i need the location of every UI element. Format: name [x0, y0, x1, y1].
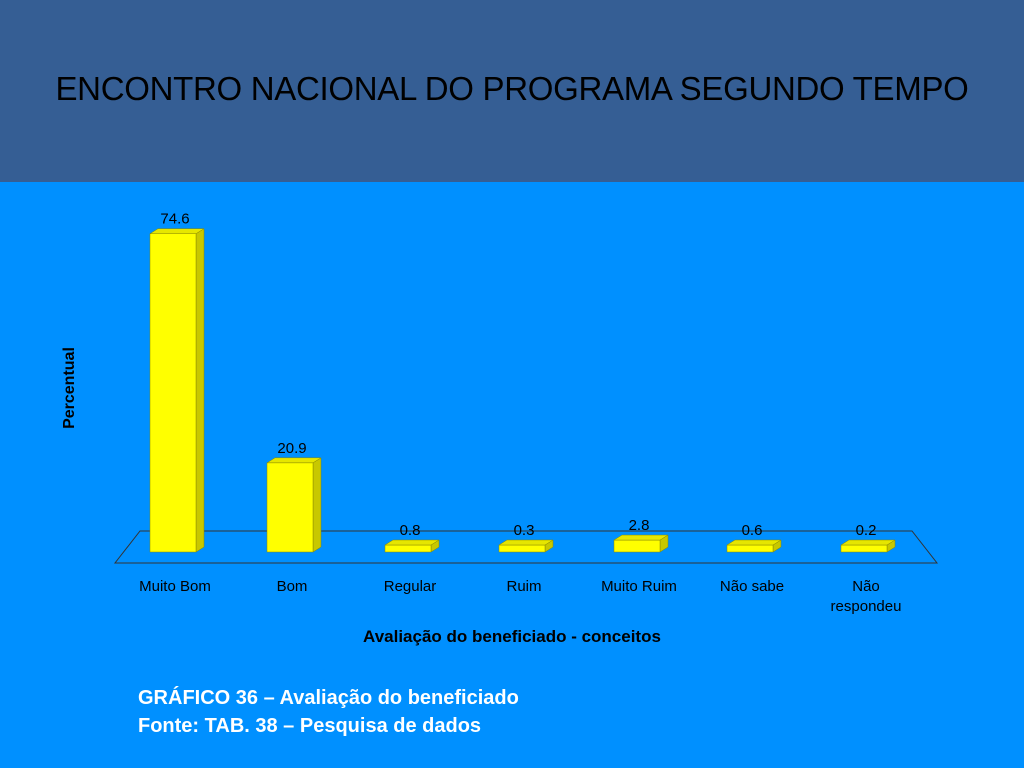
bar-front-bom	[266, 462, 314, 553]
bars-group	[149, 228, 896, 553]
bar-regular	[384, 539, 440, 553]
value-label-muito-ruim: 2.8	[629, 517, 650, 534]
category-label-muito-bom: Muito Bom	[139, 578, 211, 595]
category-label-bom: Bom	[277, 578, 308, 595]
bar-front-nao-sabe	[726, 544, 774, 553]
bar-front-regular	[384, 544, 432, 553]
bar-side-muito-bom	[195, 228, 205, 553]
value-label-regular: 0.8	[400, 522, 421, 539]
bar-front-muito-bom	[149, 233, 197, 553]
value-label-bom: 20.9	[277, 440, 306, 457]
value-labels-group: 74.6 20.9 0.8 0.3 2.8 0.6 0.2	[160, 211, 876, 539]
value-label-ruim: 0.3	[514, 522, 535, 539]
bar-top-muito-ruim	[613, 534, 669, 541]
bar-nao-respondeu	[840, 539, 896, 553]
slide-title: ENCONTRO NACIONAL DO PROGRAMA SEGUNDO TE…	[55, 70, 969, 107]
bar-side-bom	[312, 457, 322, 553]
category-labels-group: Muito Bom Bom Regular Ruim Muito Ruim Não sab…	[139, 578, 901, 615]
value-label-nao-sabe: 0.6	[742, 522, 763, 539]
bar-bom	[266, 457, 322, 553]
bar-top-nao-respondeu	[840, 539, 896, 546]
category-label-nao-respondeu-1: Não	[852, 578, 880, 595]
category-label-nao-sabe: Não sabe	[720, 578, 784, 595]
category-label-regular: Regular	[384, 578, 437, 595]
bar-top-regular	[384, 539, 440, 546]
bar-muito-ruim	[613, 534, 669, 553]
caption-source: Fonte: TAB. 38 – Pesquisa de dados	[138, 715, 482, 737]
bar-ruim	[498, 539, 554, 553]
x-axis-title: Avaliação do beneficiado - conceitos	[363, 627, 661, 646]
bar-front-ruim	[498, 544, 546, 553]
bar-nao-sabe	[726, 539, 782, 553]
bar-top-ruim	[498, 539, 554, 546]
bar-front-nao-respondeu	[840, 544, 888, 553]
chart-floor	[113, 530, 939, 564]
bar-top-muito-bom	[149, 228, 205, 234]
caption-title: GRÁFICO 36 – Avaliação do beneficiado	[138, 687, 519, 709]
category-label-ruim: Ruim	[506, 578, 541, 595]
bar-top-nao-sabe	[726, 539, 782, 546]
value-label-muito-bom: 74.6	[160, 211, 189, 228]
bar-muito-bom	[149, 228, 205, 553]
category-label-muito-ruim: Muito Ruim	[601, 578, 677, 595]
header-banner: ENCONTRO NACIONAL DO PROGRAMA SEGUNDO TE…	[0, 0, 1024, 182]
bar-top-bom	[266, 457, 322, 464]
bar-front-muito-ruim	[613, 539, 661, 553]
value-label-nao-respondeu: 0.2	[856, 522, 877, 539]
figure-caption: GRÁFICO 36 – Avaliação do beneficiado Fo…	[138, 684, 519, 740]
y-axis-title-text: Percentual	[61, 347, 78, 429]
category-label-nao-respondeu-2: respondeu	[831, 598, 902, 615]
